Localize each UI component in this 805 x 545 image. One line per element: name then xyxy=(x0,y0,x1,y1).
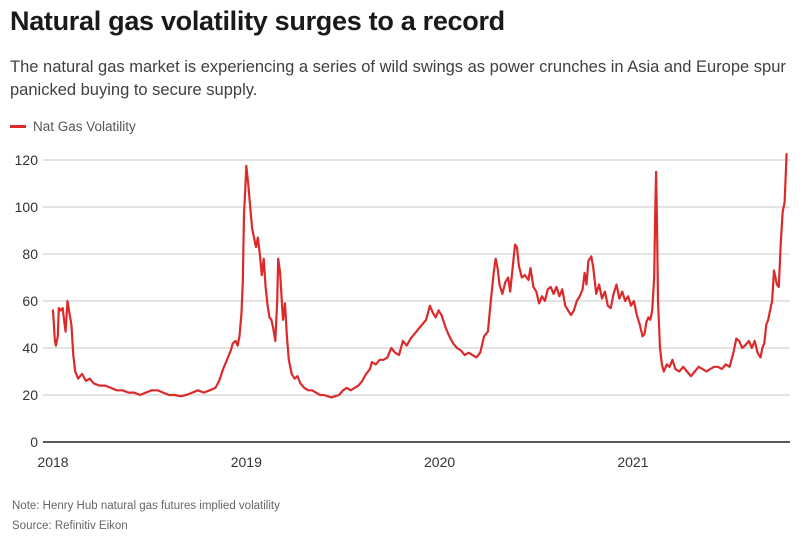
series-layer xyxy=(51,153,788,399)
series-line-nat-gas-volatility xyxy=(51,153,788,399)
legend: Nat Gas Volatility xyxy=(10,119,136,134)
y-tick-label: 0 xyxy=(30,434,38,450)
chart-note: Note: Henry Hub natural gas futures impl… xyxy=(12,500,280,512)
chart-source: Source: Refinitiv Eikon xyxy=(12,520,128,532)
legend-swatch-nat-gas-volatility xyxy=(10,125,26,128)
y-tick-label: 120 xyxy=(15,152,39,168)
x-tick-label: 2021 xyxy=(617,454,648,470)
chart-subtitle: The natural gas market is experiencing a… xyxy=(10,58,786,99)
y-tick-label: 40 xyxy=(22,340,38,356)
y-tick-label: 80 xyxy=(22,246,38,262)
y-tick-label: 100 xyxy=(15,199,39,215)
chart-title: Natural gas volatility surges to a recor… xyxy=(10,6,505,36)
y-axis-tick-labels: 0 20 40 60 80 100 120 xyxy=(15,152,39,450)
gridlines xyxy=(43,159,790,443)
y-tick-label: 20 xyxy=(22,387,38,403)
legend-label-nat-gas-volatility: Nat Gas Volatility xyxy=(33,119,136,134)
x-tick-label: 2020 xyxy=(424,454,455,470)
y-tick-label: 60 xyxy=(22,293,38,309)
x-tick-label: 2018 xyxy=(37,454,68,470)
x-tick-label: 2019 xyxy=(231,454,262,470)
x-axis-tick-labels: 2018 2019 2020 2021 xyxy=(37,454,648,470)
